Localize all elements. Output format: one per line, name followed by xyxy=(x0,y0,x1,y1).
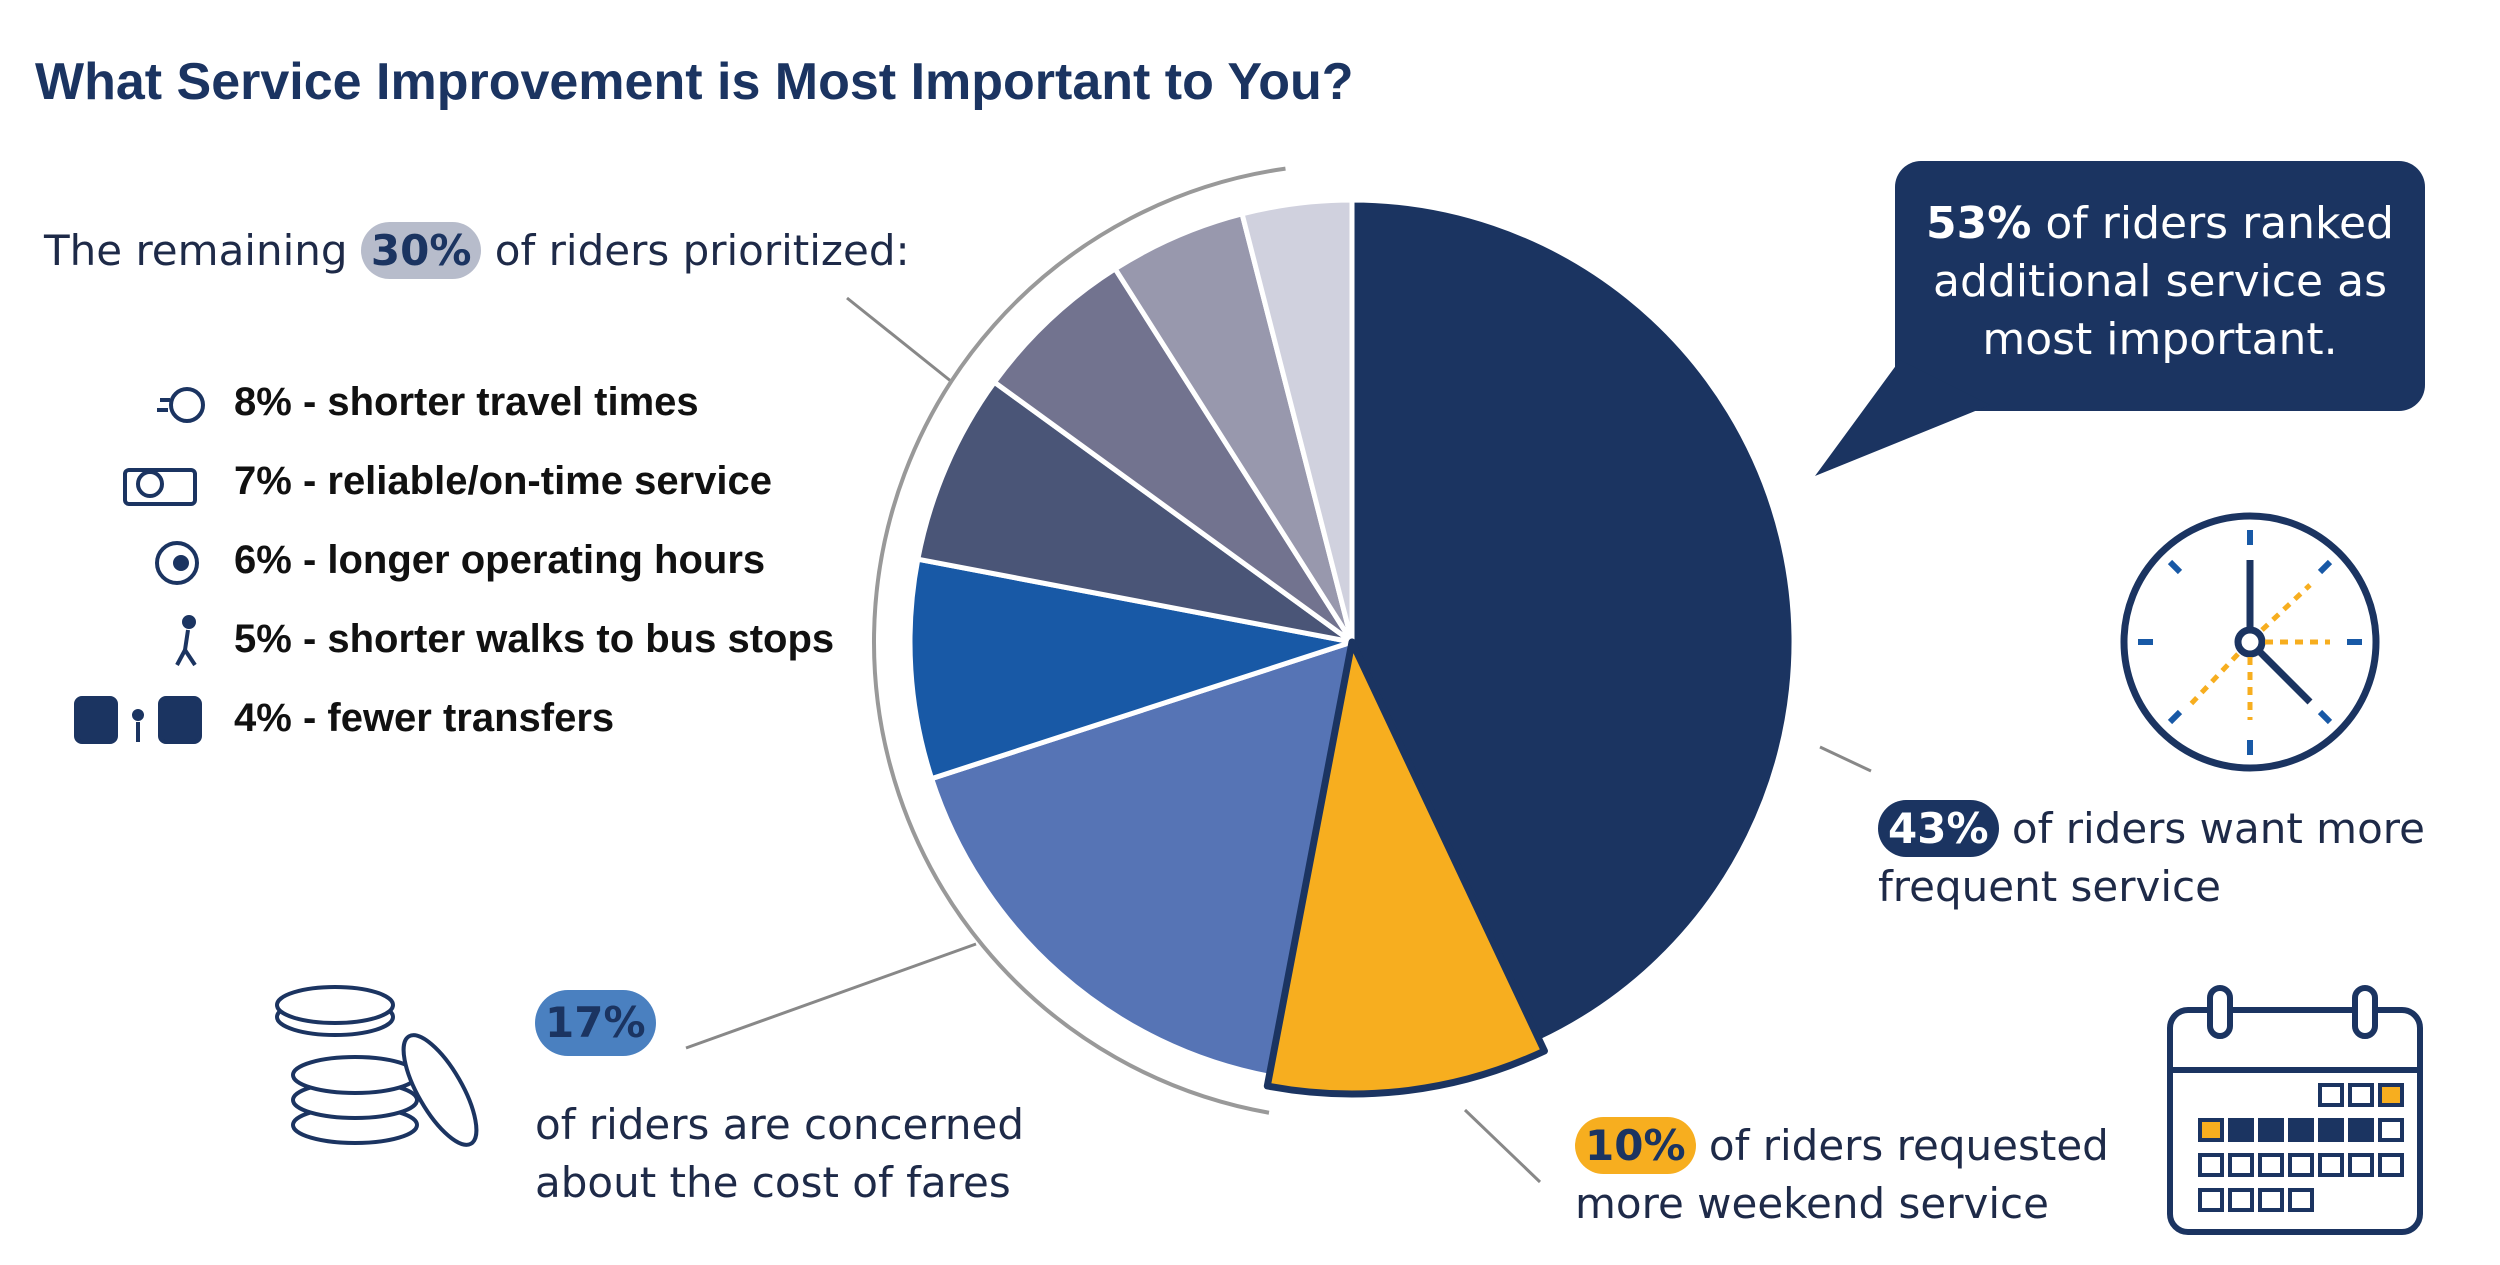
calendar-icon xyxy=(2167,985,2423,1235)
slice-text: of riders are concerned about the cost o… xyxy=(535,1100,1025,1207)
slice-callout: 10% of riders requested more weekend ser… xyxy=(1575,1117,2175,1233)
remaining-arc xyxy=(871,166,1286,1115)
callout-pct: 53% xyxy=(1926,198,2032,249)
callout-text: 53% of riders ranked additional service … xyxy=(1905,195,2415,369)
legend-pct: 4% xyxy=(234,696,292,740)
pie-slice xyxy=(1349,197,1797,1045)
slice-pct: 43% xyxy=(1878,800,1999,857)
legend-text: - fewer transfers xyxy=(302,696,615,740)
slice-callout: 17% of riders are concerned about the cos… xyxy=(535,990,1155,1212)
pie-slice xyxy=(907,556,1355,782)
remaining-before: The remaining xyxy=(44,226,348,275)
legend-text: - shorter travel times xyxy=(302,380,699,424)
pie-slice xyxy=(1263,638,1548,1098)
slice-text: of riders requested more weekend service xyxy=(1575,1121,2109,1228)
legend-icons xyxy=(74,387,205,744)
legend-text: - longer operating hours xyxy=(302,538,766,582)
legend-item: 8% - shorter travel times xyxy=(234,380,699,425)
legend-item: 7% - reliable/on-time service xyxy=(234,459,772,504)
pie-slice xyxy=(929,639,1355,1079)
leader-line xyxy=(846,296,953,384)
slice-pct: 10% xyxy=(1575,1117,1696,1174)
legend-pct: 8% xyxy=(234,380,292,424)
coins-icon xyxy=(275,985,479,1147)
callout-body: of riders ranked additional service as m… xyxy=(1933,198,2394,365)
pie-slice xyxy=(1239,197,1355,645)
legend-pct: 6% xyxy=(234,538,292,582)
remaining-after: of riders prioritized: xyxy=(494,226,910,275)
legend-pct: 5% xyxy=(234,617,292,661)
callout-tail xyxy=(1815,360,1990,476)
leader-line xyxy=(1463,1108,1542,1184)
legend-text: - reliable/on-time service xyxy=(302,459,773,503)
legend-text: - shorter walks to bus stops xyxy=(302,617,835,661)
leader-line xyxy=(685,942,977,1050)
clock-icon xyxy=(2120,512,2380,772)
remaining-pct: 30% xyxy=(360,222,482,279)
callout-bubble xyxy=(1895,161,2425,411)
slice-callout: 43% of riders want more frequent service xyxy=(1878,800,2478,916)
chart-title: What Service Improvement is Most Importa… xyxy=(35,53,1354,111)
leaders xyxy=(685,296,1872,1184)
pie xyxy=(907,197,1797,1098)
remaining-note: The remaining 30% of riders prioritized: xyxy=(44,222,910,280)
pie-slice xyxy=(915,379,1355,645)
legend-pct: 7% xyxy=(234,459,292,503)
legend-item: 4% - fewer transfers xyxy=(234,696,614,741)
leader-line xyxy=(1819,745,1872,773)
legend-item: 5% - shorter walks to bus stops xyxy=(234,617,834,662)
legend-item: 6% - longer operating hours xyxy=(234,538,765,583)
slice-pct: 17% xyxy=(535,990,656,1056)
slice-text: of riders want more frequent service xyxy=(1878,804,2425,911)
pie-slice xyxy=(991,266,1355,645)
